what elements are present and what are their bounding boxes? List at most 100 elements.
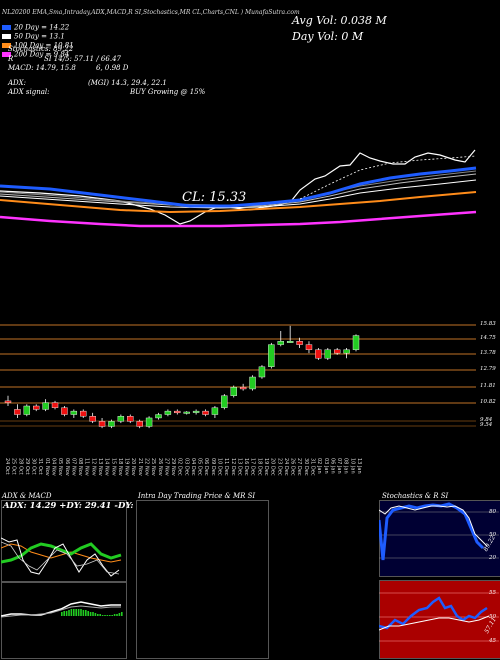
candle-body xyxy=(211,407,219,415)
date-tick-label: 15 Nov xyxy=(110,458,117,476)
date-tick-label: 06 Dec xyxy=(203,458,210,476)
date-tick-label: 10 Dec xyxy=(216,458,223,476)
date-tick-label: 04 Dec xyxy=(189,458,196,476)
macd-histogram-bar xyxy=(77,609,80,616)
date-tick-label: 26 Nov xyxy=(156,458,163,476)
candle-body xyxy=(192,410,200,413)
date-tick-label: 05 Dec xyxy=(196,458,203,476)
macd-histogram-bar xyxy=(87,611,89,616)
adx-panel xyxy=(1,500,127,582)
candle-body xyxy=(42,402,49,410)
price-level-label: 15.83 xyxy=(480,321,496,327)
date-tick-label: 20 Nov xyxy=(130,458,137,476)
macd-histogram-bar xyxy=(61,612,63,616)
ema-200-line xyxy=(0,210,477,228)
intraday-panel xyxy=(136,500,269,659)
legend-item: 200 Day = 9.84 xyxy=(2,44,69,59)
macd-histogram-bar xyxy=(63,611,65,616)
candle-body xyxy=(33,405,40,410)
macd-panel xyxy=(1,582,127,659)
candle-body xyxy=(333,349,341,354)
rsi-prefix: R xyxy=(8,55,14,63)
adx-values: (MGI) 14.3, 29.4, 22.1 xyxy=(88,79,167,87)
macd-histogram-bar xyxy=(118,613,121,616)
ema-50b-line xyxy=(0,173,477,207)
date-tick-label: 08 Jan xyxy=(342,458,349,474)
candle-body xyxy=(202,410,209,415)
date-tick-label: 18 Dec xyxy=(256,458,263,476)
macd-histogram-bar xyxy=(97,614,99,616)
candlestick-chart xyxy=(0,324,476,429)
legend-label: 200 Day = 9.84 xyxy=(14,50,70,59)
dmi-minus-line xyxy=(1,537,120,577)
macd-histogram-bar xyxy=(111,615,113,616)
legend-label: 50 Day = 13.1 xyxy=(14,32,65,41)
date-tick-label: 03 Dec xyxy=(183,458,190,476)
rsi-line xyxy=(379,596,488,630)
candle-body xyxy=(23,405,31,415)
date-tick-label: 13 Nov xyxy=(96,458,103,476)
macd-histogram-bar xyxy=(89,612,92,616)
adx-signal-value: BUY Growing @ 15% xyxy=(130,88,206,96)
macd-histogram-bar xyxy=(109,615,111,616)
macd-histogram-bar xyxy=(113,614,116,616)
candle-body xyxy=(98,421,106,427)
price-level-label: 10.82 xyxy=(480,399,496,405)
moving-average-chart xyxy=(0,149,477,228)
price-level-label: 9.54 xyxy=(480,422,493,428)
legend-swatch xyxy=(2,25,11,30)
candle-body xyxy=(286,341,294,343)
adx-macd-title: ADX & MACD xyxy=(2,492,52,500)
date-tick-label: 08 Nov xyxy=(77,458,84,476)
date-tick-label: 07 Nov xyxy=(70,458,77,476)
date-tick-label: 29 Oct xyxy=(23,458,30,475)
adx-label: ADX: xyxy=(8,79,27,87)
date-tick-label: 19 Nov xyxy=(123,458,130,476)
candle-body xyxy=(296,341,303,345)
candle-body xyxy=(249,376,256,390)
adx-lines xyxy=(1,537,122,577)
date-tick-label: 26 Dec xyxy=(289,458,296,476)
date-tick-label: 03 Jan xyxy=(322,458,329,474)
price-level-label: 14.75 xyxy=(480,335,496,341)
candle-body xyxy=(136,421,143,427)
date-tick-label: 30 Oct xyxy=(30,458,37,475)
intraday-title: Intra Day Trading Price & MR SI xyxy=(138,492,256,500)
date-tick-label: 12 Nov xyxy=(90,458,97,476)
macd-signal-line xyxy=(1,605,121,618)
date-tick-label: 31 Oct xyxy=(37,458,44,475)
candle-body xyxy=(89,416,96,422)
date-tick-label: 27 Dec xyxy=(296,458,303,476)
macd-histogram-bar xyxy=(94,613,97,616)
macd-histogram-bar xyxy=(106,615,109,616)
rsi-signal-line xyxy=(379,615,490,631)
candle-body xyxy=(343,349,350,354)
candle-body xyxy=(80,410,87,417)
ema-dotted-line xyxy=(299,155,477,200)
date-tick-label: 13 Dec xyxy=(236,458,243,476)
candle-body xyxy=(352,335,360,350)
legend-swatch xyxy=(2,52,11,57)
date-tick-label: 27 Nov xyxy=(163,458,170,476)
date-tick-label: 20 Dec xyxy=(269,458,276,476)
macd-histogram-bar xyxy=(92,612,94,616)
price-level-label: 9.84 xyxy=(480,417,493,423)
date-tick-label: 09 Dec xyxy=(209,458,216,476)
candle-body xyxy=(164,410,172,415)
candle-body xyxy=(4,400,12,403)
candle-body xyxy=(70,410,78,415)
stochastics-value: Stochastics: 89.22 xyxy=(8,45,74,53)
day-volume-label: Day Vol: 0 M xyxy=(292,30,364,43)
date-tick-label: 06 Jan xyxy=(329,458,336,474)
stoch-k-line xyxy=(379,502,485,561)
candle-body xyxy=(268,344,275,367)
macd-extra: 6, 0.98 D xyxy=(96,64,129,72)
macd-histogram-bar xyxy=(99,614,101,616)
ema-100-line xyxy=(0,191,477,214)
date-tick-label: 28 Oct xyxy=(17,458,24,475)
candle-body xyxy=(258,366,266,378)
candle-body xyxy=(14,409,21,415)
date-tick-label: 13 Jan xyxy=(356,458,362,474)
macd-histogram-bar xyxy=(73,609,75,616)
candle-body xyxy=(117,416,125,422)
